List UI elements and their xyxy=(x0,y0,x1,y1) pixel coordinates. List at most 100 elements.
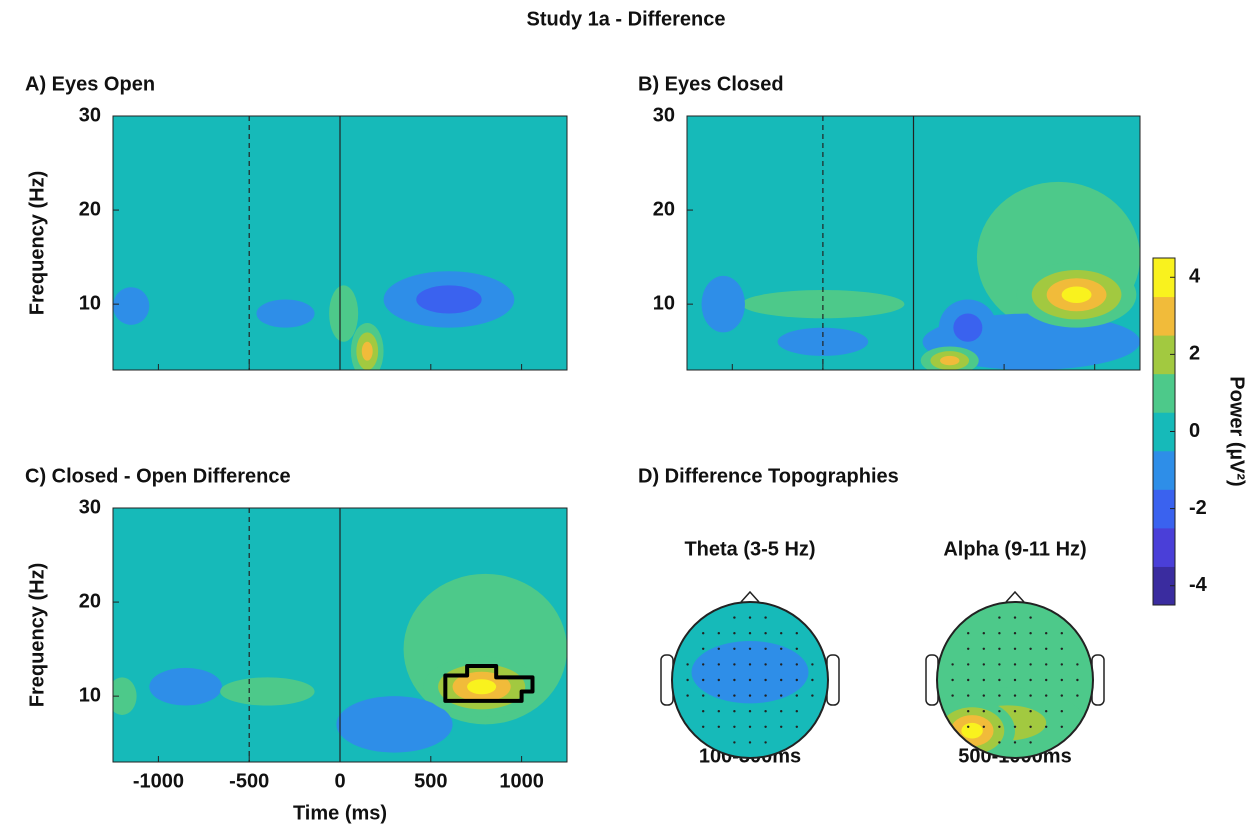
electrode xyxy=(1076,694,1079,697)
panel-title: D) Difference Topographies xyxy=(638,465,899,487)
electrode xyxy=(998,694,1001,697)
electrode xyxy=(702,663,705,666)
electrode xyxy=(982,663,985,666)
y-axis-label: Frequency (Hz) xyxy=(26,563,48,707)
electrode xyxy=(982,725,985,728)
electrode xyxy=(1045,632,1048,635)
electrode xyxy=(1013,678,1017,682)
y-tick-label: 20 xyxy=(79,590,101,612)
electrode xyxy=(748,632,752,635)
electrode xyxy=(733,678,736,682)
band-label: Theta (3-5 Hz) xyxy=(684,538,815,560)
electrode xyxy=(702,647,705,650)
electrode xyxy=(1013,632,1017,635)
electrode xyxy=(967,710,970,713)
electrode xyxy=(982,647,985,650)
electrode xyxy=(717,663,720,666)
colorbar-tick-label: 4 xyxy=(1189,266,1201,288)
colorbar-swatch xyxy=(1153,527,1175,567)
x-axis-label: Time (ms) xyxy=(293,802,387,824)
panel-title: B) Eyes Closed xyxy=(638,73,784,95)
electrode xyxy=(1060,663,1064,666)
electrode xyxy=(1029,694,1032,697)
electrode xyxy=(1060,694,1064,697)
scalp-outline xyxy=(936,601,1094,759)
electrode xyxy=(1013,694,1017,697)
electrode xyxy=(702,694,705,697)
y-tick-label: 10 xyxy=(79,684,101,706)
panel-title: A) Eyes Open xyxy=(25,73,155,95)
electrode xyxy=(748,616,752,619)
power-contour xyxy=(940,355,960,366)
colorbar-tick-label: 0 xyxy=(1189,420,1200,442)
electrode xyxy=(702,678,705,682)
electrode xyxy=(733,632,736,635)
colorbar-tick-label: 2 xyxy=(1189,343,1200,365)
electrode xyxy=(686,678,689,682)
electrode xyxy=(780,663,783,666)
colorbar-swatch xyxy=(1153,373,1175,413)
electrode xyxy=(764,710,767,713)
electrode xyxy=(748,678,752,682)
electrode xyxy=(795,725,798,728)
electrode xyxy=(733,725,736,728)
electrode xyxy=(764,678,767,682)
electrode xyxy=(780,725,783,728)
electrode xyxy=(1013,741,1017,744)
electrode xyxy=(717,694,720,697)
colorbar-swatch xyxy=(1153,335,1175,375)
electrode xyxy=(998,647,1001,650)
band-label: Alpha (9-11 Hz) xyxy=(943,538,1086,560)
electrode xyxy=(982,694,985,697)
electrode xyxy=(702,725,705,728)
electrode xyxy=(1076,663,1079,666)
electrode xyxy=(764,741,767,744)
electrode xyxy=(967,663,970,666)
electrode xyxy=(717,647,720,650)
scalp-outline xyxy=(671,601,829,759)
electrode xyxy=(967,632,970,635)
colorbar-swatch xyxy=(1153,450,1175,490)
electrode xyxy=(780,710,783,713)
y-tick-label: 20 xyxy=(79,198,101,220)
electrode xyxy=(748,725,752,728)
colorbar-swatch xyxy=(1153,412,1175,452)
colorbar-swatch xyxy=(1153,296,1175,336)
y-tick-label: 20 xyxy=(653,198,675,220)
electrode xyxy=(795,647,798,650)
electrode xyxy=(967,647,970,650)
electrode xyxy=(702,632,705,635)
x-tick-label: 500 xyxy=(414,770,447,792)
electrode xyxy=(764,725,767,728)
electrode xyxy=(733,663,736,666)
electrode xyxy=(1060,710,1064,713)
power-contour xyxy=(113,287,150,325)
significant-cluster xyxy=(443,664,535,703)
electrode xyxy=(982,710,985,713)
x-tick-label: -1000 xyxy=(133,770,184,792)
electrode xyxy=(795,710,798,713)
electrode xyxy=(1045,663,1048,666)
electrode xyxy=(717,725,720,728)
x-tick-label: -500 xyxy=(229,770,269,792)
power-contour xyxy=(416,285,482,314)
electrode xyxy=(1076,678,1079,682)
power-contour xyxy=(741,290,905,319)
power-contour xyxy=(329,285,359,342)
power-contour xyxy=(220,677,315,706)
electrode xyxy=(717,632,720,635)
electrode xyxy=(748,694,752,697)
electrode xyxy=(1013,710,1017,713)
electrode xyxy=(795,632,798,635)
colorbar-label: Power (µV²) xyxy=(1226,376,1248,486)
electrode xyxy=(733,710,736,713)
electrode xyxy=(1045,678,1048,682)
colorbar-tick-label: -4 xyxy=(1189,574,1208,596)
electrode xyxy=(764,632,767,635)
electrode xyxy=(780,678,783,682)
power-contour xyxy=(149,667,222,706)
electrode xyxy=(764,647,767,650)
scalp-map xyxy=(937,602,1093,758)
electrode xyxy=(748,663,752,666)
